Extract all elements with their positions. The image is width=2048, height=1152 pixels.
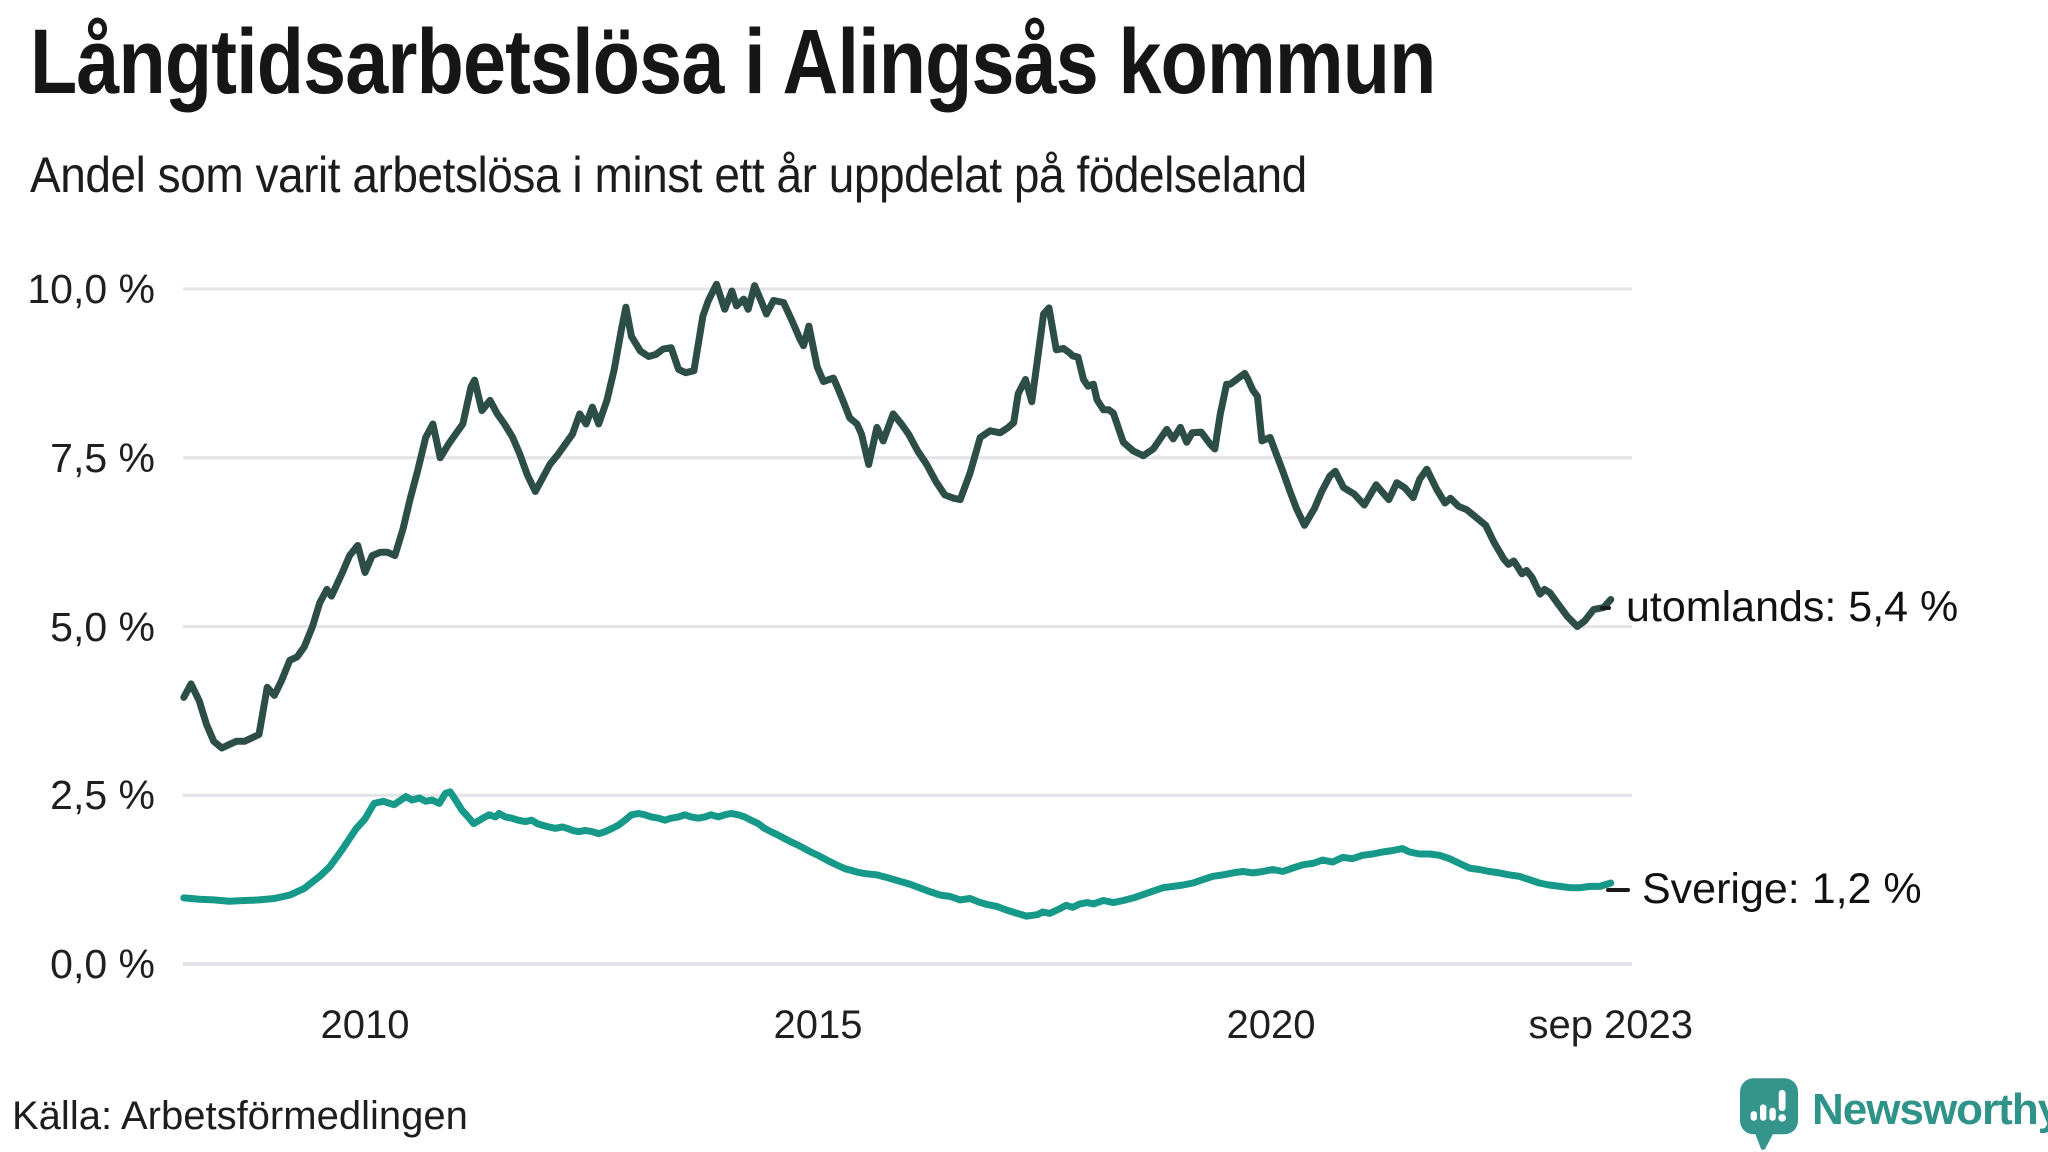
series-line-utomlands <box>180 280 1615 752</box>
series-end-label-sverige: Sverige: 1,2 % <box>1606 868 1922 911</box>
newsworthy-wordmark: Newsworthy <box>1812 1085 2048 1134</box>
sverige-connector-dash <box>1606 887 1630 892</box>
newsworthy-logo: Newsworthy <box>1740 1078 2048 1150</box>
utomlands-end-label-text: utomlands: 5,4 % <box>1626 583 1959 631</box>
source-note: Källa: Arbetsförmedlingen <box>12 1094 468 1138</box>
page-title: Långtidsarbetslösa i Alingsås kommun <box>30 11 1436 113</box>
sverige-end-label-text: Sverige: 1,2 % <box>1642 865 1922 913</box>
series-end-label-utomlands: utomlands: 5,4 % <box>1600 586 1958 629</box>
page-subtitle: Andel som varit arbetslösa i minst ett å… <box>30 147 1307 203</box>
utomlands-connector-dash <box>1600 605 1611 610</box>
newsworthy-chart-bubble-icon <box>1740 1078 1798 1150</box>
series-line-sverige <box>180 788 1615 920</box>
